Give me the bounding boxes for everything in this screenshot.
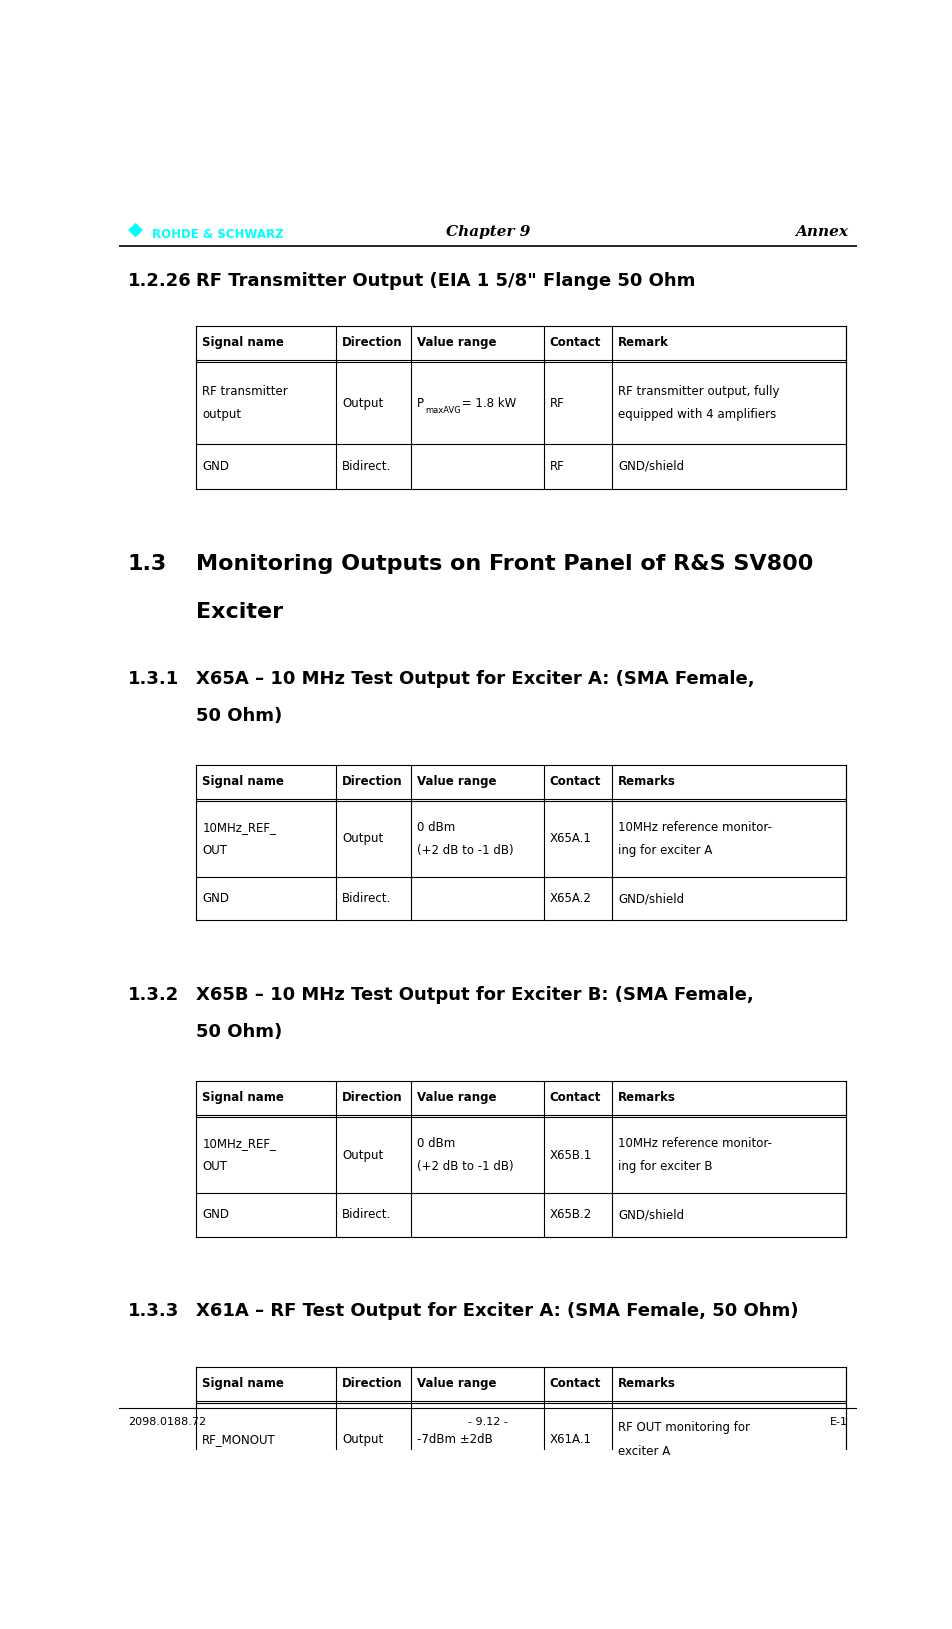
Text: Remarks: Remarks	[618, 1091, 676, 1104]
Text: OUT: OUT	[203, 844, 228, 857]
Text: output: output	[203, 409, 242, 422]
Text: (+2 dB to -1 dB): (+2 dB to -1 dB)	[417, 1160, 513, 1173]
Text: Value range: Value range	[417, 775, 496, 788]
Text: (+2 dB to -1 dB): (+2 dB to -1 dB)	[417, 844, 513, 857]
Text: exciter A: exciter A	[618, 1445, 670, 1458]
Text: X61A – RF Test Output for Exciter A: (SMA Female, 50 Ohm): X61A – RF Test Output for Exciter A: (SM…	[196, 1302, 799, 1319]
Text: X65A.1: X65A.1	[549, 832, 591, 845]
Text: Direction: Direction	[342, 336, 403, 349]
Text: Signal name: Signal name	[203, 336, 285, 349]
Text: Direction: Direction	[342, 1091, 403, 1104]
Text: Output: Output	[342, 396, 384, 409]
Text: 50 Ohm): 50 Ohm)	[196, 707, 283, 725]
Text: Direction: Direction	[342, 1378, 403, 1391]
Text: Contact: Contact	[549, 336, 601, 349]
Text: Contact: Contact	[549, 1091, 601, 1104]
Text: Annex: Annex	[795, 225, 848, 239]
Text: Value range: Value range	[417, 1091, 496, 1104]
Text: RF: RF	[549, 396, 565, 409]
Text: E-1: E-1	[830, 1417, 848, 1427]
Text: 1.3.2: 1.3.2	[128, 986, 179, 1003]
Text: Signal name: Signal name	[203, 1091, 285, 1104]
Text: X65A – 10 MHz Test Output for Exciter A: (SMA Female,: X65A – 10 MHz Test Output for Exciter A:…	[196, 670, 755, 687]
Text: Bidirect.: Bidirect.	[342, 893, 391, 906]
Text: Output: Output	[342, 1434, 384, 1447]
Text: 10MHz_REF_: 10MHz_REF_	[203, 1137, 276, 1150]
Text: ◆: ◆	[128, 220, 143, 238]
Text: 10MHz reference monitor-: 10MHz reference monitor-	[618, 821, 772, 834]
Text: 50 Ohm): 50 Ohm)	[196, 1023, 283, 1041]
Text: GND: GND	[203, 1209, 229, 1222]
Text: RF: RF	[549, 459, 565, 472]
Text: 0 dBm: 0 dBm	[417, 821, 455, 834]
Text: Output: Output	[342, 1148, 384, 1161]
Text: Chapter 9: Chapter 9	[446, 225, 530, 239]
Text: ROHDE & SCHWARZ: ROHDE & SCHWARZ	[152, 228, 284, 241]
Text: 1.3.1: 1.3.1	[128, 670, 179, 687]
Text: ing for exciter B: ing for exciter B	[618, 1160, 712, 1173]
Text: X65B – 10 MHz Test Output for Exciter B: (SMA Female,: X65B – 10 MHz Test Output for Exciter B:…	[196, 986, 754, 1003]
Text: equipped with 4 amplifiers: equipped with 4 amplifiers	[618, 409, 776, 422]
Text: -7dBm ±2dB: -7dBm ±2dB	[417, 1434, 492, 1447]
Text: GND: GND	[203, 893, 229, 906]
Text: GND: GND	[203, 459, 229, 472]
Text: Exciter: Exciter	[196, 601, 284, 622]
Text: - 9.12 -: - 9.12 -	[468, 1417, 507, 1427]
Text: Direction: Direction	[342, 775, 403, 788]
Text: ing for exciter A: ing for exciter A	[618, 844, 712, 857]
Text: X65A.2: X65A.2	[549, 893, 591, 906]
Text: 10MHz reference monitor-: 10MHz reference monitor-	[618, 1137, 772, 1150]
Text: Contact: Contact	[549, 775, 601, 788]
Text: RF_MONOUT: RF_MONOUT	[203, 1434, 276, 1447]
Text: Signal name: Signal name	[203, 1378, 285, 1391]
Text: Signal name: Signal name	[203, 775, 285, 788]
Text: Output: Output	[342, 832, 384, 845]
Text: X65B.2: X65B.2	[549, 1209, 592, 1222]
Text: RF transmitter output, fully: RF transmitter output, fully	[618, 384, 780, 397]
Text: P: P	[417, 396, 424, 409]
Text: Value range: Value range	[417, 1378, 496, 1391]
Text: RF transmitter: RF transmitter	[203, 384, 288, 397]
Text: Bidirect.: Bidirect.	[342, 1209, 391, 1222]
Text: 1.2.26: 1.2.26	[128, 272, 191, 290]
Text: GND/shield: GND/shield	[618, 1209, 684, 1222]
Text: Remarks: Remarks	[618, 1378, 676, 1391]
Text: Contact: Contact	[549, 1378, 601, 1391]
Text: 1.3: 1.3	[128, 554, 168, 573]
Text: maxAVG: maxAVG	[426, 406, 461, 415]
Text: Remarks: Remarks	[618, 775, 676, 788]
Text: Monitoring Outputs on Front Panel of R&S SV800: Monitoring Outputs on Front Panel of R&S…	[196, 554, 814, 573]
Text: 0 dBm: 0 dBm	[417, 1137, 455, 1150]
Text: 2098.0188.72: 2098.0188.72	[128, 1417, 206, 1427]
Text: Value range: Value range	[417, 336, 496, 349]
Text: Bidirect.: Bidirect.	[342, 459, 391, 472]
Text: RF Transmitter Output (EIA 1 5/8" Flange 50 Ohm: RF Transmitter Output (EIA 1 5/8" Flange…	[196, 272, 696, 290]
Text: = 1.8 kW: = 1.8 kW	[458, 396, 516, 409]
Text: RF OUT monitoring for: RF OUT monitoring for	[618, 1422, 750, 1435]
Text: X61A.1: X61A.1	[549, 1434, 592, 1447]
Text: GND/shield: GND/shield	[618, 459, 684, 472]
Text: OUT: OUT	[203, 1160, 228, 1173]
Text: Remark: Remark	[618, 336, 668, 349]
Text: 1.3.3: 1.3.3	[128, 1302, 179, 1319]
Text: GND/shield: GND/shield	[618, 893, 684, 906]
Text: 10MHz_REF_: 10MHz_REF_	[203, 821, 276, 834]
Text: X65B.1: X65B.1	[549, 1148, 592, 1161]
